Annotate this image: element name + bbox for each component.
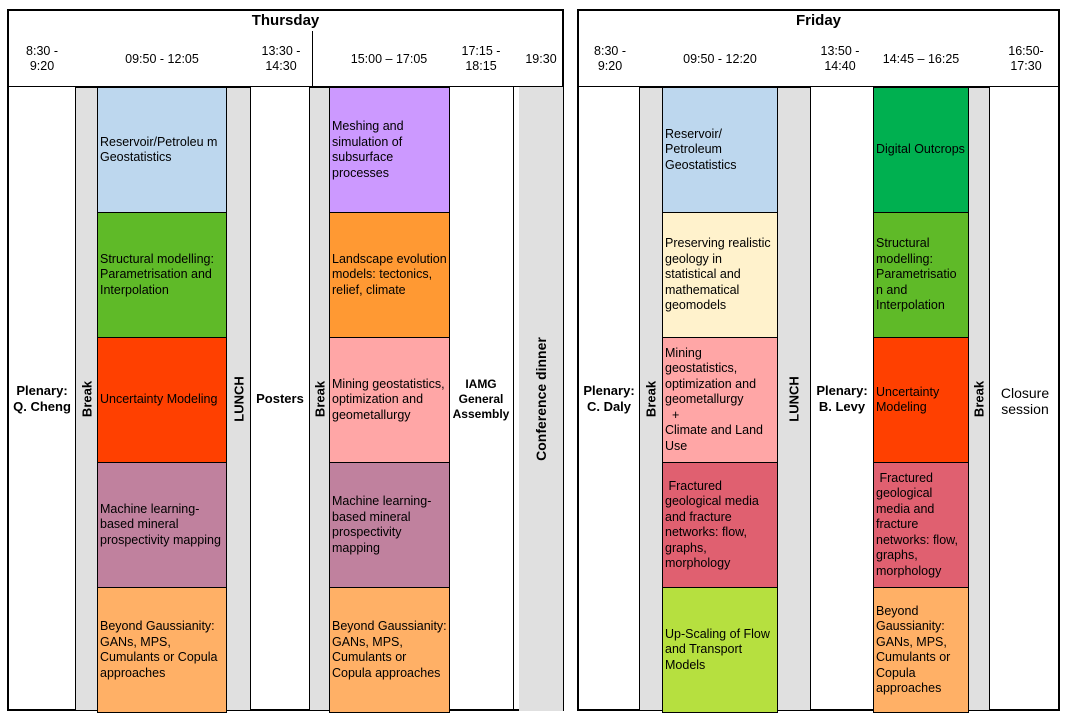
fri-col2-session-5: Beyond Gaussianity: GANs, MPS, Cumulants… — [873, 587, 969, 713]
fri-col1-session-4-title: Fractured geological media and fracture … — [665, 478, 763, 571]
thu-header-rule — [9, 86, 562, 87]
thu-time-dinner: 19:30 — [525, 52, 557, 66]
thu-col2-session-5-title: Beyond Gaussianity: GANs, MPS, Cumulants… — [332, 619, 450, 680]
thu-col2-session-5: Beyond Gaussianity: GANs, MPS, Cumulants… — [329, 587, 450, 713]
fri-closure-session: Closure session — [1000, 385, 1050, 417]
thu-assembly: IAMG General Assembly — [452, 376, 510, 421]
fri-time-session2: 14:45 – 16:25 — [882, 52, 960, 66]
thu-posters: Posters — [256, 391, 304, 406]
fri-col1-session-3-title: Mining geostatistics, optimization and g… — [665, 345, 763, 453]
fri-col1-session-2: Preserving realistic geology in statisti… — [662, 212, 778, 338]
fri-header-rule — [579, 86, 1058, 87]
thu-time-assembly: 17:15 - 18:15 — [461, 44, 501, 73]
thu-col2-session-4-title: Machine learning-based mineral prospecti… — [332, 494, 432, 555]
fri-col2-session-4-title: Fractured geological media and fracture … — [876, 470, 962, 578]
fri-plenary-1: Plenary: C. Daly — [583, 383, 635, 414]
thu-col1-session-3-title: Uncertainty Modeling — [100, 392, 218, 407]
thu-col2-session-2-title: Landscape evolution models: tectonics, r… — [332, 251, 450, 297]
thu-col1-session-4: Machine learning-based mineral prospecti… — [97, 462, 227, 588]
fri-col1-session-1: Reservoir/ Petroleum Geostatistics — [662, 87, 778, 213]
thu-col1-session-4-title: Machine learning-based mineral prospecti… — [100, 501, 221, 547]
thu-col1-session-3: Uncertainty Modeling — [97, 337, 227, 463]
fri-col1-session-5-title: Up-Scaling of Flow and Transport Models — [665, 626, 774, 672]
thu-col2-session-1: Meshing and simulation of subsurface pro… — [329, 87, 450, 213]
thu-col2-session-4: Machine learning-based mineral prospecti… — [329, 462, 450, 588]
thu-break-1: Break — [75, 87, 98, 711]
fri-col2-session-1: Digital Outcrops — [873, 87, 969, 213]
thursday-panel: Thursday 8:30 - 9:20 09:50 - 12:05 13:30… — [7, 9, 564, 713]
fri-col2-session-2: Structural modelling: Parametrisatio n a… — [873, 212, 969, 338]
thu-col1-session-5-title: Beyond Gaussianity: GANs, MPS, Cumulants… — [100, 619, 221, 680]
fri-time-session1: 09:50 - 12:20 — [683, 52, 757, 66]
fri-col2-session-3-title: Uncertainty Modeling — [876, 384, 943, 415]
fri-lunch: LUNCH — [777, 87, 811, 711]
fri-plenary-2: Plenary: B. Levy — [816, 383, 868, 414]
fri-time-plenary2: 13:50 - 14:40 — [820, 44, 860, 73]
thu-col1-session-1: Reservoir/Petroleu m Geostatistics — [97, 87, 227, 213]
fri-col2-session-5-title: Beyond Gaussianity: GANs, MPS, Cumulants… — [876, 603, 954, 696]
thu-col1-session-1-title: Reservoir/Petroleu m Geostatistics — [100, 134, 221, 165]
fri-col2-session-4: Fractured geological media and fracture … — [873, 462, 969, 588]
thu-assembly-divider — [513, 87, 514, 711]
thu-lunch-label: LUNCH — [231, 376, 246, 422]
fri-break-2-label: Break — [971, 380, 987, 418]
thu-time-posters: 13:30 - 14:30 — [261, 44, 301, 73]
fri-col2-session-3: Uncertainty Modeling — [873, 337, 969, 463]
fri-break-2: Break — [968, 87, 990, 711]
thu-col2-session-2: Landscape evolution models: tectonics, r… — [329, 212, 450, 338]
fri-col1-session-2-title: Preserving realistic geology in statisti… — [665, 236, 775, 313]
fri-lunch-label: LUNCH — [786, 376, 802, 422]
thu-dinner-label: Conference dinner — [533, 337, 549, 461]
thu-col2-session-3: Mining geostatistics, optimization and g… — [329, 337, 450, 463]
fri-time-plenary1: 8:30 - 9:20 — [594, 44, 626, 73]
thu-header-divider — [312, 31, 313, 86]
fri-col1-session-4: Fractured geological media and fracture … — [662, 462, 778, 588]
fri-break-1-label: Break — [643, 380, 659, 418]
thu-col2-session-3-title: Mining geostatistics, optimization and g… — [332, 376, 449, 422]
thu-col2-session-1-title: Meshing and simulation of subsurface pro… — [332, 119, 408, 180]
thu-conference-dinner: Conference dinner — [519, 87, 563, 711]
thursday-title: Thursday — [251, 12, 320, 29]
fri-col1-session-1-title: Reservoir/ Petroleum Geostatistics — [665, 126, 737, 172]
thu-col1-session-2: Structural modelling: Parametrisation an… — [97, 212, 227, 338]
thu-break-1-label: Break — [79, 380, 94, 418]
thu-time-plenary: 8:30 - 9:20 — [26, 44, 58, 73]
thu-col1-session-2-title: Structural modelling: Parametrisation an… — [100, 251, 218, 297]
thu-lunch: LUNCH — [226, 87, 251, 711]
thu-break-2-label: Break — [312, 380, 327, 418]
fri-break-1: Break — [639, 87, 663, 711]
thu-time-session1: 09:50 - 12:05 — [125, 52, 199, 66]
fri-col2-session-1-title: Digital Outcrops — [876, 142, 965, 157]
thu-plenary: Plenary: Q. Cheng — [13, 383, 71, 414]
fri-col1-session-5: Up-Scaling of Flow and Transport Models — [662, 587, 778, 713]
thu-break-2: Break — [309, 87, 330, 711]
fri-time-closure: 16:50- 17:30 — [1008, 44, 1044, 73]
fri-col1-session-3: Mining geostatistics, optimization and g… — [662, 337, 778, 463]
thu-col1-session-5: Beyond Gaussianity: GANs, MPS, Cumulants… — [97, 587, 227, 713]
friday-panel: Friday 8:30 - 9:20 09:50 - 12:20 13:50 -… — [577, 9, 1060, 713]
friday-title: Friday — [795, 12, 841, 29]
fri-col2-session-2-title: Structural modelling: Parametrisatio n a… — [876, 236, 961, 313]
thu-time-session2: 15:00 – 17:05 — [350, 52, 428, 66]
